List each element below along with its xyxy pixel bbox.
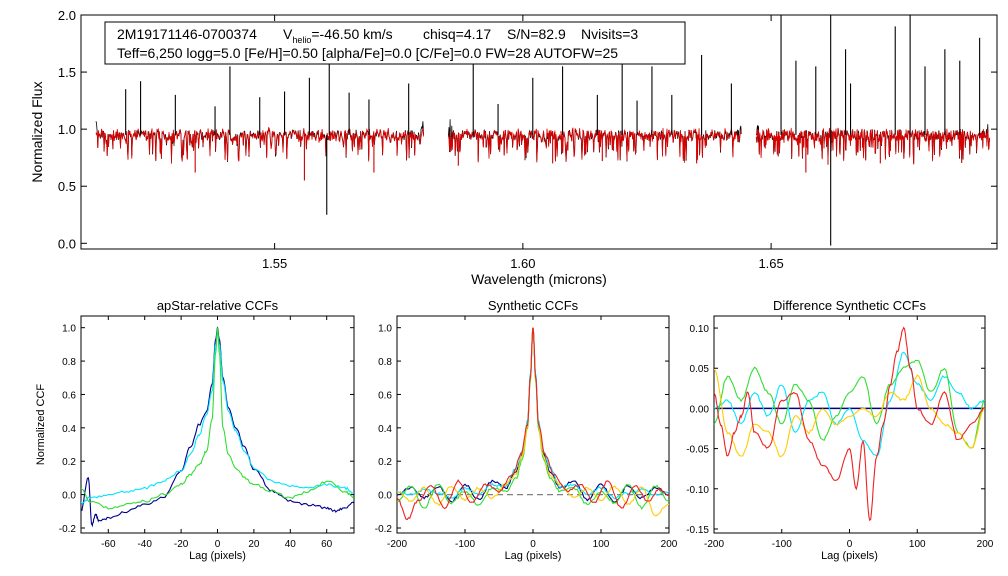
y-tick-label: 1.0 xyxy=(58,122,76,137)
x-axis-label: Lag (pixels) xyxy=(821,550,878,562)
difference_ccf-series-3 xyxy=(714,368,985,458)
y-tick-label: 0.5 xyxy=(58,179,76,194)
y-tick-label: -0.2 xyxy=(59,524,77,535)
difference_ccf-series-2 xyxy=(714,359,985,449)
x-tick-label: 100 xyxy=(593,539,610,550)
y-tick-label: 0.0 xyxy=(58,236,76,251)
annotation-star-id: 2M19171146-0700374 xyxy=(117,26,257,42)
x-tick-label: 1.60 xyxy=(510,256,535,271)
difference_ccf-series-4 xyxy=(714,326,985,522)
spectrum-annotation: 2M19171146-0700374 Vhelio=-46.50 km/s chis… xyxy=(104,21,686,65)
model-spectrum-chip-3 xyxy=(755,127,990,165)
apstar_ccf-series-3 xyxy=(81,327,354,510)
spectrum-axes: 1.55 1.60 1.65 0.0 0.5 1.0 1.5 2.0 Wavelength (m… xyxy=(29,8,998,287)
x-axis-label: Wavelength (microns) xyxy=(471,271,607,287)
y-tick-label: 0.2 xyxy=(62,457,76,468)
y-tick-label: 0.10 xyxy=(690,324,710,335)
x-tick-label: -100 xyxy=(455,539,475,550)
x-tick-label: 100 xyxy=(909,539,926,550)
y-tick-label: 0.8 xyxy=(378,357,392,368)
y-axis-label: Normalized Flux xyxy=(29,81,45,182)
apstar_ccf-axes: -60 -40 -20 0 20 40 60 -0.2 0.0 0.2 0.4 0.6 0.8 1.0 ap… xyxy=(35,298,355,562)
synthetic_ccf-frame xyxy=(396,315,670,534)
annotation-nvisits: Nvisits=3 xyxy=(581,26,638,42)
x-tick-label: 1.55 xyxy=(262,256,287,271)
panel-title: apStar-relative CCFs xyxy=(157,298,279,313)
annotation-chisq: chisq=4.17 xyxy=(423,26,491,42)
x-tick-label: 200 xyxy=(977,539,994,550)
y-tick-label: 0.0 xyxy=(62,491,76,502)
x-axis-label: Lag (pixels) xyxy=(505,550,562,562)
vhelio-subscript: helio xyxy=(292,35,311,45)
y-tick-label: 0.6 xyxy=(378,390,392,401)
synthetic_ccf-series-2 xyxy=(397,327,669,500)
spectrum-plot xyxy=(95,15,990,246)
apstar_ccf-frame xyxy=(80,315,355,534)
y-tick-label: 0.00 xyxy=(690,404,710,415)
y-tick-label: 1.0 xyxy=(62,324,76,335)
synthetic_ccf-series-1 xyxy=(397,327,669,503)
y-tick-label: -0.05 xyxy=(686,445,709,456)
synthetic_ccf-plot xyxy=(397,327,669,521)
difference_ccf-axes: -200 -100 0 100 200 -0.15 -0.10 -0.05 0.00 0.05 0.… xyxy=(686,298,994,562)
x-tick-label: 40 xyxy=(285,539,297,550)
x-tick-label: 0 xyxy=(847,539,853,550)
apstar_ccf-series-2 xyxy=(81,331,354,505)
y-tick-label: 1.0 xyxy=(378,324,392,335)
y-tick-label: -0.2 xyxy=(375,524,393,535)
y-tick-label: 0.2 xyxy=(378,457,392,468)
x-tick-label: -20 xyxy=(174,539,189,550)
y-tick-label: 0.4 xyxy=(62,424,76,435)
x-tick-label: -60 xyxy=(101,539,116,550)
y-axis-label: Normalized CCF xyxy=(35,384,47,466)
panel-title: Synthetic CCFs xyxy=(488,298,579,313)
synthetic_ccf-series-3 xyxy=(397,327,669,510)
x-tick-label: -100 xyxy=(772,539,792,550)
x-tick-label: 60 xyxy=(321,539,333,550)
x-tick-label: 20 xyxy=(248,539,260,550)
difference_ccf-series-1 xyxy=(714,351,985,457)
apstar_ccf-series-1 xyxy=(81,326,354,528)
y-tick-label: 0.0 xyxy=(378,491,392,502)
vhelio-value: =-46.50 km/s xyxy=(311,26,392,42)
x-tick-label: -200 xyxy=(704,539,724,550)
annotation-box xyxy=(104,21,686,65)
x-tick-label: -200 xyxy=(387,539,407,550)
y-tick-label: -0.15 xyxy=(686,525,709,536)
panel-title: Difference Synthetic CCFs xyxy=(773,298,926,313)
x-tick-label: -40 xyxy=(137,539,152,550)
spectrum-frame xyxy=(80,14,998,250)
y-tick-label: 0.6 xyxy=(62,390,76,401)
x-tick-label: 200 xyxy=(661,539,678,550)
x-tick-label: 0 xyxy=(530,539,536,550)
y-tick-label: 1.5 xyxy=(58,65,76,80)
annotation-vhelio: Vhelio=-46.50 km/s xyxy=(283,26,393,45)
y-tick-label: -0.10 xyxy=(686,485,709,496)
x-tick-label: 0 xyxy=(215,539,221,550)
vhelio-symbol: V xyxy=(283,26,293,42)
y-tick-label: 2.0 xyxy=(58,8,76,23)
y-tick-label: 0.8 xyxy=(62,357,76,368)
model-spectrum-chip-2 xyxy=(448,127,742,163)
x-tick-label: 1.65 xyxy=(758,256,783,271)
annotation-parameters: Teff=6,250 logg=5.0 [Fe/H]=0.50 [alpha/F… xyxy=(117,45,618,61)
annotation-snr: S/N=82.9 xyxy=(507,26,566,42)
difference_ccf-plot xyxy=(714,326,985,522)
apstar_ccf-plot xyxy=(81,326,354,528)
x-axis-label: Lag (pixels) xyxy=(189,550,246,562)
synthetic_ccf-series-5 xyxy=(397,327,669,521)
y-tick-label: 0.4 xyxy=(378,424,392,435)
y-tick-label: 0.05 xyxy=(690,364,710,375)
